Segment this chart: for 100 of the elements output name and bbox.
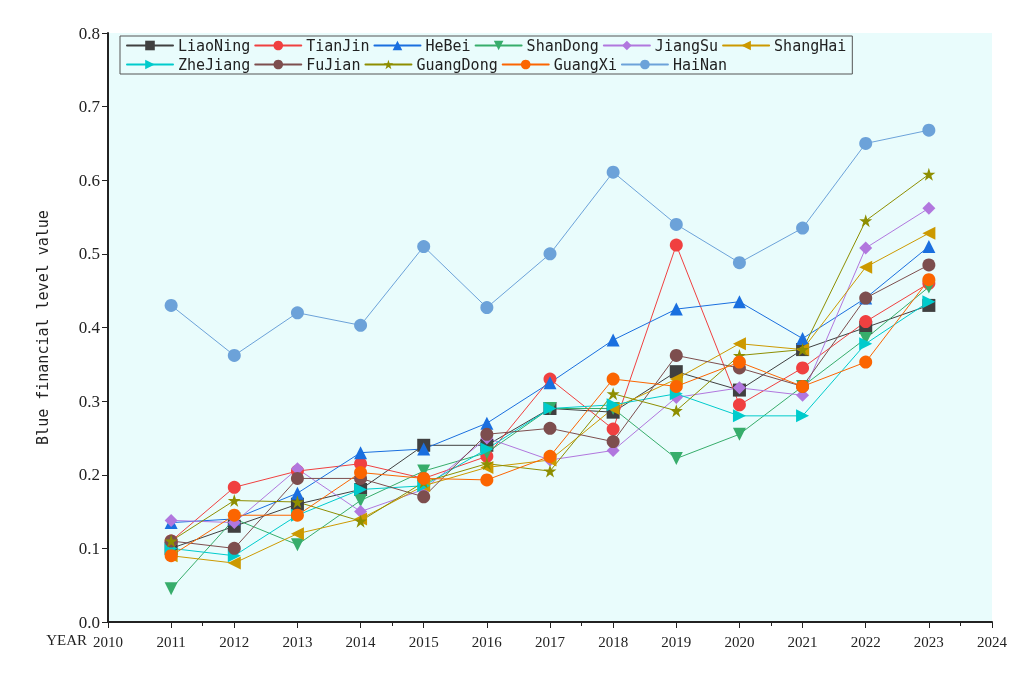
y-tick-label: 0.6 (78, 170, 100, 190)
legend-label: JiangSu (654, 36, 719, 55)
point (227, 508, 241, 522)
point (859, 260, 873, 274)
point (543, 449, 557, 463)
point (922, 201, 936, 215)
point (164, 298, 178, 312)
point (164, 582, 178, 596)
x-tick-label: 2021 (787, 633, 818, 650)
x-tick-label: 2024 (977, 633, 1008, 650)
x-tick-label: 2014 (345, 633, 377, 650)
legend-label: FuJian (306, 55, 361, 74)
point (227, 348, 241, 362)
point (669, 452, 683, 466)
x-tick-label: 2010 (93, 633, 123, 650)
x-tick-label: 2017 (535, 633, 566, 650)
point (606, 372, 620, 386)
point (543, 376, 557, 390)
point (859, 337, 873, 351)
point (606, 333, 620, 347)
point (290, 486, 304, 500)
x-tick-label: 2023 (913, 633, 944, 650)
point (227, 541, 241, 555)
point (354, 466, 368, 480)
point (922, 258, 936, 272)
point (922, 240, 936, 254)
x-tick-label: 2020 (724, 633, 755, 650)
point (543, 421, 557, 435)
legend-label: ShangHai (774, 36, 847, 55)
y-axis-title: Blue financial level value (33, 210, 52, 445)
legend-label: HaiNan (672, 55, 728, 74)
point (606, 422, 620, 436)
point (922, 123, 936, 137)
point (732, 355, 746, 369)
point (669, 379, 683, 393)
point (732, 398, 746, 412)
point (859, 136, 873, 150)
legend-label: ShanDong (526, 36, 599, 55)
y-tick-label: 0.1 (78, 538, 100, 558)
point (480, 427, 494, 441)
point (859, 241, 873, 255)
point (480, 473, 494, 487)
legend-label: TianJin (306, 36, 370, 55)
y-tick-label: 0.7 (78, 97, 101, 117)
point (417, 442, 431, 456)
point (480, 301, 494, 315)
y-tick-label: 0.3 (78, 391, 100, 411)
point (796, 361, 810, 375)
legend-label: GuangDong (416, 55, 498, 74)
point (859, 315, 873, 329)
point (669, 404, 683, 418)
point (606, 387, 620, 401)
legend-label: GuangXi (553, 55, 617, 74)
x-tick-label: 2018 (598, 633, 629, 650)
point (290, 538, 304, 552)
x-tick-label: 2022 (850, 633, 881, 650)
point (922, 226, 936, 240)
point (669, 302, 683, 316)
point (417, 490, 431, 504)
point (227, 556, 241, 570)
point (543, 247, 557, 261)
y-tick-label: 0.2 (78, 465, 100, 485)
x-tick-label: 2011 (156, 633, 186, 650)
x-axis-title: YEAR (46, 631, 88, 648)
x-tick-label: 2016 (471, 633, 503, 650)
point (796, 221, 810, 235)
point (480, 442, 494, 456)
point (606, 435, 620, 449)
point (669, 348, 683, 362)
legend-label: LiaoNing (178, 36, 251, 55)
point (922, 167, 936, 181)
point (669, 238, 683, 252)
point (732, 337, 746, 351)
y-tick-label: 0.4 (78, 318, 101, 337)
point (732, 295, 746, 309)
point (354, 505, 368, 519)
y-tick-label: 0.8 (78, 23, 100, 43)
y-tick-label: 0.0 (78, 612, 100, 632)
point (606, 165, 620, 179)
point (669, 217, 683, 231)
point (290, 527, 304, 541)
x-tick-label: 2019 (661, 633, 692, 650)
x-tick-label: 2015 (408, 633, 439, 650)
point (796, 332, 810, 346)
point (417, 240, 431, 254)
point (290, 306, 304, 320)
point (227, 494, 241, 508)
legend-label: HeBei (425, 36, 471, 55)
point (859, 355, 873, 369)
point (354, 318, 368, 332)
point (290, 471, 304, 485)
x-tick-label: 2012 (219, 633, 250, 650)
point (732, 427, 746, 441)
x-tick-label: 2013 (282, 633, 313, 650)
point (796, 409, 810, 423)
point (354, 494, 368, 508)
point (227, 480, 241, 494)
point (543, 464, 557, 478)
point (732, 256, 746, 270)
point (859, 214, 873, 228)
